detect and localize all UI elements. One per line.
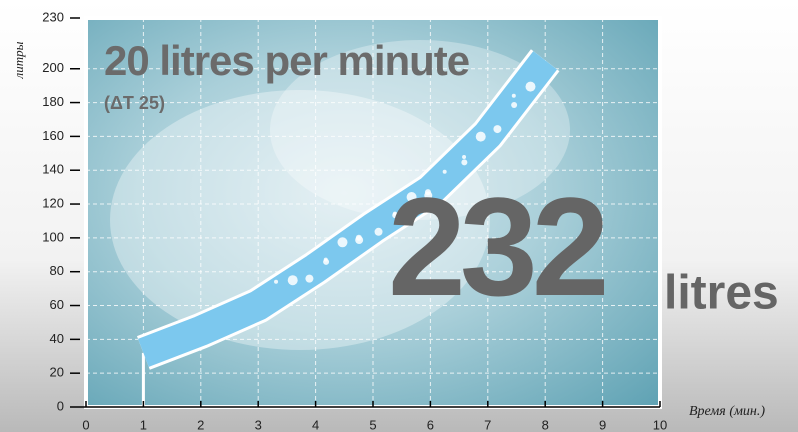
bubble bbox=[305, 274, 314, 283]
bubble bbox=[493, 125, 502, 134]
x-tick-label: 7 bbox=[484, 417, 491, 432]
bubble bbox=[323, 257, 328, 262]
bubble bbox=[274, 279, 279, 284]
annotation: litres bbox=[664, 267, 779, 320]
bubble bbox=[511, 101, 518, 108]
cloud bbox=[110, 90, 490, 350]
bubble bbox=[424, 189, 431, 196]
x-tick-label: 6 bbox=[427, 417, 434, 432]
bubble bbox=[406, 192, 417, 203]
y-tick-label: 80 bbox=[50, 263, 64, 278]
bubble bbox=[355, 234, 362, 241]
x-tick-label: 9 bbox=[599, 417, 606, 432]
bubble bbox=[511, 93, 516, 98]
y-tick-label: 180 bbox=[42, 94, 64, 109]
x-axis-label: Время (мин.) bbox=[689, 404, 765, 419]
bubble bbox=[337, 237, 348, 248]
cloud bbox=[270, 40, 570, 220]
x-tick-label: 3 bbox=[255, 417, 262, 432]
x-tick-label: 4 bbox=[312, 417, 319, 432]
y-tick-label: 120 bbox=[42, 195, 64, 210]
y-tick-label: 60 bbox=[50, 297, 64, 312]
bubble bbox=[442, 169, 447, 174]
y-tick-label: 200 bbox=[42, 60, 64, 75]
bubble bbox=[525, 81, 536, 92]
x-tick-label: 0 bbox=[82, 417, 89, 432]
y-tick-label: 0 bbox=[57, 398, 64, 413]
y-tick-label: 20 bbox=[50, 365, 64, 380]
y-tick-label: 230 bbox=[42, 9, 64, 24]
bubble bbox=[475, 131, 486, 142]
bubble bbox=[461, 159, 468, 166]
x-tick-label: 8 bbox=[542, 417, 549, 432]
x-tick-label: 10 bbox=[653, 417, 667, 432]
y-tick-label: 40 bbox=[50, 331, 64, 346]
bubble bbox=[374, 227, 383, 236]
x-tick-label: 2 bbox=[197, 417, 204, 432]
chart-subtitle: (ΔT 25) bbox=[104, 93, 165, 113]
line bbox=[138, 51, 558, 367]
x-tick-label: 1 bbox=[140, 417, 147, 432]
chart-title: 20 litres per minute bbox=[104, 37, 469, 84]
y-tick-label: 100 bbox=[42, 229, 64, 244]
y-tick-label: 140 bbox=[42, 162, 64, 177]
y-axis-label: литры bbox=[11, 41, 26, 79]
bubble bbox=[287, 275, 298, 286]
x-tick-label: 5 bbox=[369, 417, 376, 432]
bubble bbox=[392, 211, 397, 216]
y-tick-label: 160 bbox=[42, 128, 64, 143]
bubble bbox=[462, 154, 467, 159]
annotation: 232 bbox=[388, 168, 605, 325]
